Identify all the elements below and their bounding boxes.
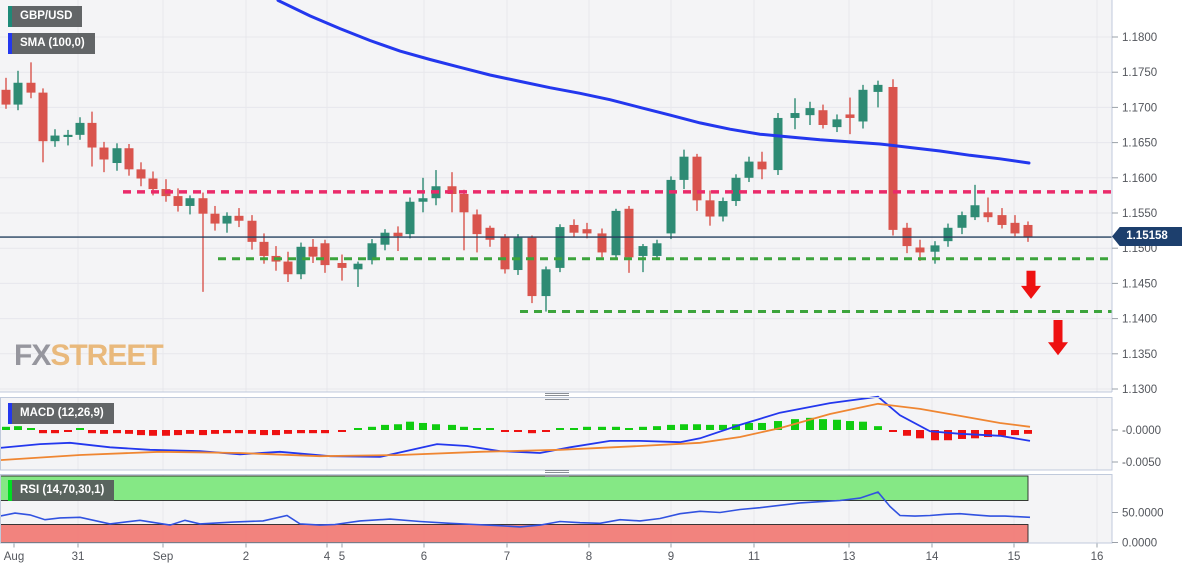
svg-text:31: 31	[72, 551, 85, 563]
symbol-legend-badge[interactable]: GBP/USD	[8, 6, 83, 27]
symbol-accent-bar	[8, 6, 12, 27]
svg-text:50.0000: 50.0000	[1122, 508, 1164, 520]
sma-line	[276, 0, 1031, 165]
svg-text:16: 16	[1091, 551, 1104, 563]
svg-text:1.1700: 1.1700	[1122, 102, 1157, 114]
svg-text:1.1300: 1.1300	[1122, 384, 1157, 396]
svg-text:-0.0050: -0.0050	[1122, 457, 1161, 469]
sma-legend-badge[interactable]: SMA (100,0)	[8, 33, 95, 54]
candlestick-series	[1, 62, 1033, 312]
rsi-accent-bar	[8, 480, 12, 501]
watermark-fx: FX	[14, 339, 51, 372]
svg-text:6: 6	[421, 551, 427, 563]
rsi-line	[0, 491, 1031, 528]
fxstreet-watermark: FXSTREET	[14, 339, 164, 373]
svg-text:1.1350: 1.1350	[1122, 349, 1157, 361]
macd-signal-line	[0, 402, 1031, 461]
rsi-legend-badge[interactable]: RSI (14,70,30,1)	[8, 480, 115, 501]
svg-text:Sep: Sep	[153, 551, 173, 563]
macd-label: MACD (12,26,9)	[20, 407, 104, 419]
svg-text:5: 5	[339, 551, 345, 563]
svg-text:1.1800: 1.1800	[1122, 32, 1157, 44]
macd-legend-badge[interactable]: MACD (12,26,9)	[8, 403, 114, 424]
svg-text:9: 9	[668, 551, 674, 563]
svg-text:1.1650: 1.1650	[1122, 138, 1157, 150]
svg-text:4: 4	[324, 551, 331, 563]
rsi-label: RSI (14,70,30,1)	[20, 484, 105, 496]
svg-text:1.1600: 1.1600	[1122, 173, 1157, 185]
svg-text:1.1550: 1.1550	[1122, 208, 1157, 220]
macd-histogram	[2, 417, 1032, 441]
svg-text:2: 2	[243, 551, 249, 563]
svg-text:1.1450: 1.1450	[1122, 278, 1157, 290]
symbol-label: GBP/USD	[20, 10, 73, 22]
panel-resize-handle[interactable]	[545, 470, 569, 477]
svg-text:11: 11	[748, 551, 760, 563]
current-price-value: 1.15158	[1126, 230, 1168, 242]
sma-accent-bar	[8, 33, 12, 54]
panel-backgrounds	[0, 0, 1112, 543]
price-axis[interactable]: 1.1800 1.1750 1.1700 1.1650 1.1600 1.1550 1.15…	[1112, 32, 1164, 550]
svg-text:Aug: Aug	[4, 551, 24, 563]
down-arrows[interactable]	[1021, 270, 1068, 356]
svg-text:1.1750: 1.1750	[1122, 67, 1157, 79]
svg-text:13: 13	[843, 551, 856, 563]
macd-accent-bar	[8, 403, 12, 424]
sma-label: SMA (100,0)	[20, 37, 85, 49]
svg-text:8: 8	[586, 551, 592, 563]
svg-text:15: 15	[1008, 551, 1021, 563]
svg-text:1.1400: 1.1400	[1122, 314, 1157, 326]
rsi-overbought-band	[0, 475, 1029, 501]
svg-text:0.0000: 0.0000	[1122, 538, 1157, 550]
svg-text:7: 7	[504, 551, 510, 563]
panel-resize-handle[interactable]	[545, 393, 569, 400]
watermark-street: STREET	[50, 339, 163, 372]
svg-text:1.1500: 1.1500	[1122, 243, 1157, 255]
time-axis[interactable]: Aug 31 Sep 2 4 5 6 7 8 9 11 13 14 15 16	[4, 543, 1104, 564]
current-price-badge: 1.15158	[1112, 227, 1182, 246]
svg-text:-0.0000: -0.0000	[1122, 425, 1161, 437]
svg-text:14: 14	[926, 551, 939, 563]
